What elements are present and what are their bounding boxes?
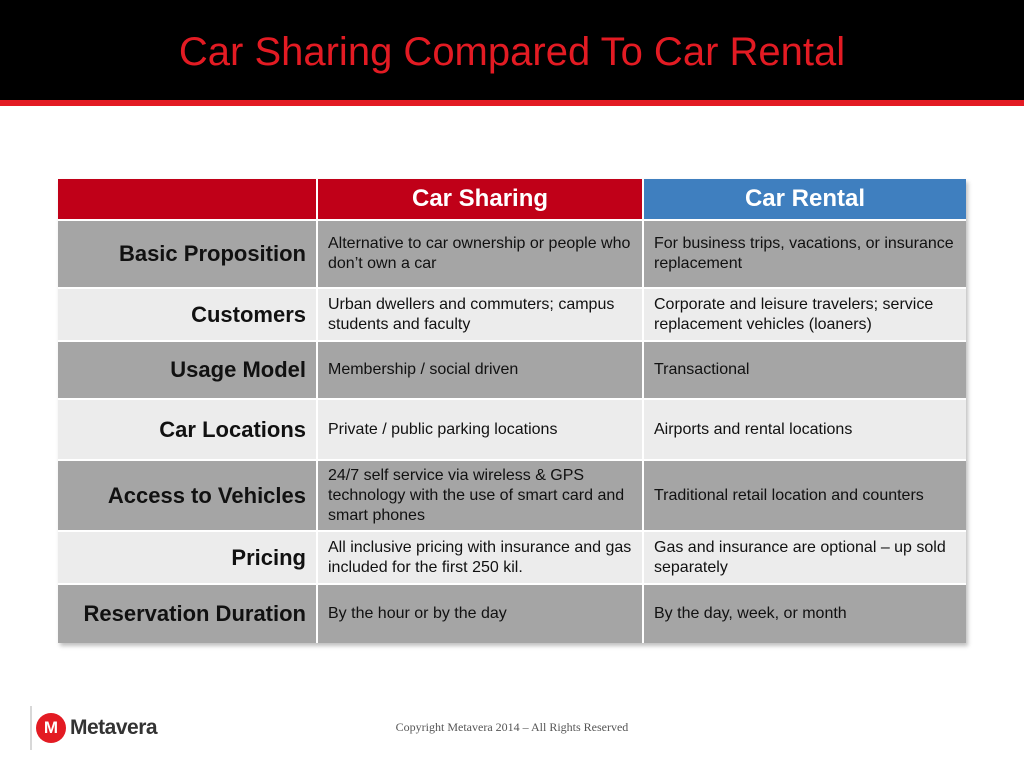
metavera-logo-icon: M [36,713,66,743]
cell-text: Private / public parking locations [328,420,558,438]
car-rental-cell: By the day, week, or month [644,585,966,643]
row-label-cell: Customers [58,289,318,340]
car-rental-cell: Gas and insurance are optional – up sold… [644,532,966,583]
row-label: Access to Vehicles [107,482,306,508]
cell-text: Transactional [654,361,750,378]
table-header-row: Car Sharing Car Rental [58,179,966,221]
copyright-notice: Copyright Metavera 2014 – All Rights Res… [395,720,629,734]
car-sharing-cell: By the hour or by the day [318,585,644,643]
table-row: Reservation Duration By the hour or by t… [58,585,966,643]
table-row: Pricing All inclusive pricing with insur… [58,532,966,585]
header-label: Car Rental [744,185,866,212]
header-car-sharing: Car Sharing [318,179,644,219]
table-row: Usage Model Membership / social driven T… [58,342,966,400]
cell-text: All inclusive pricing with insurance and… [328,538,632,576]
car-rental-cell: Airports and rental locations [644,400,966,459]
title-bar [0,0,1024,100]
car-sharing-cell: All inclusive pricing with insurance and… [318,532,644,583]
header-label: Car Sharing [411,185,549,212]
cell-text: Corporate and leisure travelers; service… [654,295,934,333]
table-row: Car Locations Private / public parking l… [58,400,966,461]
car-rental-cell: Traditional retail location and counters [644,461,966,530]
header-corner-cell [58,179,318,219]
row-label-cell: Usage Model [58,342,318,398]
metavera-logo: M Metavera [30,706,158,750]
cell-text: By the day, week, or month [654,605,847,622]
comparison-table: Car Sharing Car Rental Basic Proposition… [58,179,966,643]
car-sharing-cell: Alternative to car ownership or people w… [318,221,644,287]
row-label: Basic Proposition [118,241,306,266]
cell-text: Membership / social driven [328,361,519,378]
car-sharing-cell: Private / public parking locations [318,400,644,459]
title-divider [0,100,1024,106]
car-sharing-cell: Urban dwellers and commuters; campus stu… [318,289,644,340]
row-label-cell: Access to Vehicles [58,461,318,530]
row-label: Pricing [231,544,306,570]
table-row: Customers Urban dwellers and commuters; … [58,289,966,342]
cell-text: Traditional retail location and counters [654,486,924,504]
car-rental-cell: For business trips, vacations, or insura… [644,221,966,287]
logo-divider [30,706,32,750]
cell-text: Urban dwellers and commuters; campus stu… [328,295,615,333]
page-title: Car Sharing Compared To Car Rental [178,30,846,74]
cell-text: By the hour or by the day [328,605,507,622]
cell-text: Airports and rental locations [654,420,853,438]
row-label-cell: Pricing [58,532,318,583]
row-label-cell: Basic Proposition [58,221,318,287]
cell-text: Alternative to car ownership or people w… [328,235,631,272]
car-sharing-cell: Membership / social driven [318,342,644,398]
row-label-cell: Reservation Duration [58,585,318,643]
row-label-cell: Car Locations [58,400,318,459]
row-label: Car Locations [159,416,306,442]
table-row: Access to Vehicles 24/7 self service via… [58,461,966,532]
logo-wordmark: Metavera [70,716,158,739]
table-row: Basic Proposition Alternative to car own… [58,221,966,289]
row-label: Usage Model [170,357,306,382]
cell-text: 24/7 self service via wireless & GPS tec… [328,466,625,524]
header-car-rental: Car Rental [644,179,966,219]
car-sharing-cell: 24/7 self service via wireless & GPS tec… [318,461,644,530]
car-rental-cell: Transactional [644,342,966,398]
row-label: Reservation Duration [83,601,307,626]
cell-text: For business trips, vacations, or insura… [654,235,954,272]
car-rental-cell: Corporate and leisure travelers; service… [644,289,966,340]
row-label: Customers [191,301,306,327]
cell-text: Gas and insurance are optional – up sold… [654,538,946,576]
